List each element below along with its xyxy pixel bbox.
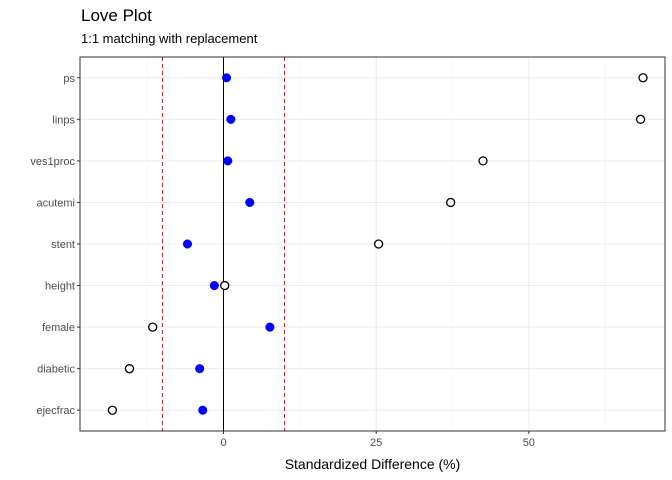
y-tick-label: linps xyxy=(52,114,75,126)
point-filled xyxy=(226,114,236,124)
point-filled xyxy=(265,322,275,332)
point-open xyxy=(373,239,384,249)
y-tick-label: ves1proc xyxy=(30,156,75,168)
chart-title: Love Plot xyxy=(81,6,152,25)
point-open xyxy=(478,156,488,166)
point-open xyxy=(638,73,648,83)
point-filled xyxy=(245,197,255,207)
point-filled xyxy=(209,281,219,291)
point-open xyxy=(635,114,646,124)
y-tick-label: acutemi xyxy=(36,197,75,209)
point-filled xyxy=(222,73,232,83)
point-filled xyxy=(223,156,233,166)
x-tick-label: 50 xyxy=(523,437,535,449)
point-open xyxy=(107,405,118,415)
chart-subtitle: 1:1 matching with replacement xyxy=(81,31,258,46)
point-open xyxy=(446,197,456,208)
y-tick-label: height xyxy=(45,281,75,293)
x-tick-label: 0 xyxy=(220,437,226,449)
point-open xyxy=(220,280,230,291)
y-tick-label: ejecfrac xyxy=(36,405,75,417)
x-tick-label: 25 xyxy=(370,437,382,449)
y-tick-label: female xyxy=(42,322,75,334)
point-open xyxy=(124,364,135,374)
point-filled xyxy=(195,364,205,374)
x-axis-label: Standardized Difference (%) xyxy=(284,456,461,472)
point-filled xyxy=(182,239,193,249)
y-tick-label: stent xyxy=(51,239,75,251)
point-filled xyxy=(198,405,208,415)
y-tick-label: diabetic xyxy=(37,364,75,376)
y-tick-label: ps xyxy=(63,73,75,85)
point-open xyxy=(148,322,158,332)
